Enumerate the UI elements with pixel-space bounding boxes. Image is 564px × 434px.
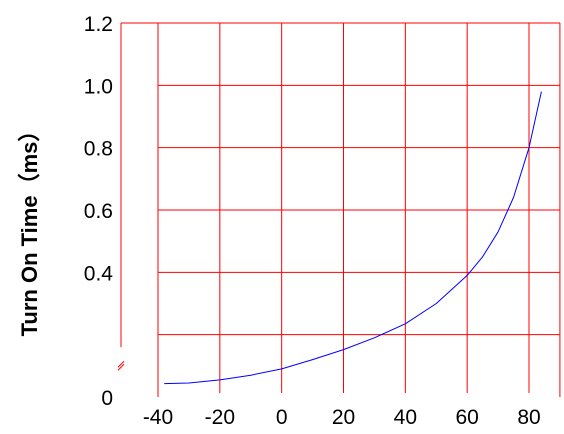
- y-axis-break-mark: [117, 360, 125, 371]
- x-tick-label: 20: [332, 406, 355, 429]
- y-tick-label: 0.4: [84, 262, 114, 285]
- y-axis-title: Turn On Time（ms）: [17, 120, 42, 337]
- x-tick-label: -20: [205, 406, 235, 429]
- y-tick-labels: 0 0.4 0.6 0.8 1.0 1.2: [84, 13, 114, 410]
- y-tick-label: 0: [101, 387, 113, 410]
- series-layer: [164, 91, 542, 385]
- break-slash-1: [117, 360, 125, 368]
- break-slash-2: [117, 363, 125, 371]
- grid: [120, 22, 561, 397]
- y-tick-label: 0.6: [84, 200, 113, 223]
- x-tick-labels: -40 -20 0 20 40 60 80: [143, 406, 541, 429]
- series-line: [164, 91, 542, 385]
- x-tick-label: 0: [276, 406, 288, 429]
- y-tick-label: 0.8: [84, 138, 113, 161]
- x-tick-label: 40: [394, 406, 417, 429]
- x-tick-label: 80: [517, 406, 540, 429]
- x-tick-label: -40: [143, 406, 173, 429]
- x-tick-label: 60: [455, 406, 478, 429]
- y-tick-label: 1.2: [84, 13, 113, 36]
- y-tick-label: 1.0: [84, 75, 113, 98]
